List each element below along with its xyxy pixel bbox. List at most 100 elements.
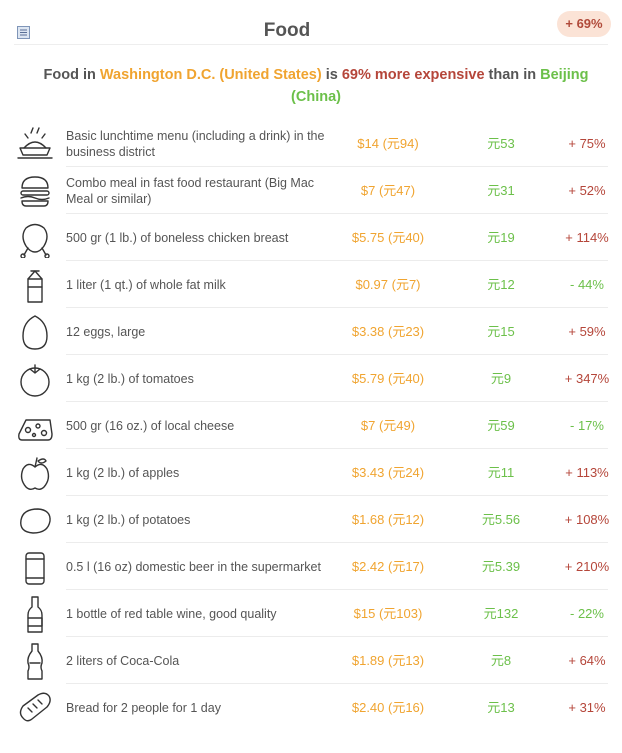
header-divider xyxy=(14,44,608,45)
item-difference: + 75% xyxy=(568,136,606,151)
summary-mid-1: is xyxy=(321,67,342,83)
beer-can-icon xyxy=(14,547,56,587)
summary-mid-2: than in xyxy=(484,67,541,83)
item-price-local: 元15 xyxy=(487,324,515,339)
chicken-icon xyxy=(14,218,56,259)
item-label: 1 kg (2 lb.) of apples xyxy=(66,465,180,480)
meal-plate-icon xyxy=(14,124,56,164)
item-price-local: 元31 xyxy=(487,183,515,198)
item-difference: + 59% xyxy=(568,324,606,339)
table-row: 1 liter (1 qt.) of whole fat milk $0.97 (… xyxy=(0,261,622,308)
item-price-local: 元53 xyxy=(487,136,515,151)
item-price-usd: $14 (元94) xyxy=(357,136,419,151)
table-row: Combo meal in fast food restaurant (Big … xyxy=(0,167,622,214)
tomato-icon xyxy=(14,359,56,399)
item-price-usd: $15 (元103) xyxy=(353,606,423,621)
row-divider xyxy=(66,401,608,402)
item-label: 500 gr (1 lb.) of boneless chicken breas… xyxy=(66,230,289,245)
table-row: 2 liters of Coca-Cola $1.89 (元13) 元8 + 64% xyxy=(0,637,622,684)
cheese-icon xyxy=(14,406,56,446)
item-price-usd: $7 (元47) xyxy=(360,183,416,198)
apple-icon xyxy=(14,453,56,493)
summary-city-2: Beijing (China) xyxy=(291,67,589,105)
item-price-usd: $7 (元49) xyxy=(360,418,416,433)
item-price-usd: $2.42 (元17) xyxy=(351,559,425,574)
wine-bottle-icon xyxy=(14,594,56,634)
item-label: 1 bottle of red table wine, good quality xyxy=(66,606,277,621)
item-label: 0.5 l (16 oz) domestic beer in the super… xyxy=(66,559,321,574)
table-row: 500 gr (1 lb.) of boneless chicken breas… xyxy=(0,214,622,261)
row-divider xyxy=(66,542,608,543)
soda-bottle-icon xyxy=(14,641,56,681)
item-price-usd: $3.38 (元23) xyxy=(351,324,425,339)
table-row: Bread for 2 people for 1 day $2.40 (元16) 元… xyxy=(0,684,622,731)
row-divider xyxy=(66,495,608,496)
item-label: 12 eggs, large xyxy=(66,324,146,339)
item-difference: + 31% xyxy=(568,700,606,715)
summary-city-1: Washington D.C. (United States) xyxy=(99,67,322,83)
item-difference: - 44% xyxy=(570,277,604,292)
potato-icon xyxy=(14,500,56,540)
burger-icon xyxy=(14,171,56,211)
item-price-usd: $5.79 (元40) xyxy=(351,371,425,386)
row-divider xyxy=(66,213,608,214)
item-price-local: 元13 xyxy=(487,700,515,715)
item-difference: + 108% xyxy=(564,512,610,527)
difference-badge: + 69% xyxy=(557,11,611,37)
row-divider xyxy=(66,354,608,355)
list-icon[interactable] xyxy=(17,26,30,39)
item-price-local: 元19 xyxy=(487,230,515,245)
row-divider xyxy=(66,307,608,308)
item-difference: + 64% xyxy=(568,653,606,668)
bread-icon xyxy=(14,688,56,728)
item-difference: - 17% xyxy=(570,418,604,433)
item-price-usd: $3.43 (元24) xyxy=(351,465,425,480)
item-price-usd: $2.40 (元16) xyxy=(351,700,425,715)
item-label: 1 kg (2 lb.) of tomatoes xyxy=(66,371,194,386)
row-divider xyxy=(66,166,608,167)
item-price-local: 元5.56 xyxy=(481,512,521,527)
item-difference: - 22% xyxy=(570,606,604,621)
item-price-local: 元5.39 xyxy=(481,559,521,574)
item-price-local: 元12 xyxy=(487,277,515,292)
page-title: Food xyxy=(263,20,311,41)
row-divider xyxy=(66,448,608,449)
item-price-local: 元11 xyxy=(487,465,515,480)
item-difference: + 113% xyxy=(565,465,609,480)
table-row: 500 gr (16 oz.) of local cheese $7 (元49) 元… xyxy=(0,402,622,449)
item-difference: + 52% xyxy=(568,183,606,198)
table-row: 0.5 l (16 oz) domestic beer in the super… xyxy=(0,543,622,590)
table-row: Basic lunchtime menu (including a drink)… xyxy=(0,120,622,167)
item-label: 500 gr (16 oz.) of local cheese xyxy=(66,418,235,433)
table-row: 1 kg (2 lb.) of apples $3.43 (元24) 元11 + 11… xyxy=(0,449,622,496)
egg-icon xyxy=(14,312,56,352)
table-row: 12 eggs, large $3.38 (元23) 元15 + 59% xyxy=(0,308,622,355)
item-label: 1 kg (2 lb.) of potatoes xyxy=(66,512,191,527)
item-label: Combo meal in fast food restaurant (Big … xyxy=(66,175,315,206)
item-difference: + 347% xyxy=(564,371,610,386)
table-row: 1 bottle of red table wine, good quality… xyxy=(0,590,622,637)
item-price-usd: $0.97 (元7) xyxy=(355,277,421,292)
item-label: 1 liter (1 qt.) of whole fat milk xyxy=(66,277,226,292)
row-divider xyxy=(66,589,608,590)
item-label: 2 liters of Coca-Cola xyxy=(66,653,180,668)
item-price-usd: $1.89 (元13) xyxy=(351,653,425,668)
item-label: Bread for 2 people for 1 day xyxy=(66,700,221,715)
row-divider xyxy=(66,683,608,684)
row-divider xyxy=(66,636,608,637)
header: Food + 69% xyxy=(0,0,622,48)
item-difference: + 210% xyxy=(564,559,610,574)
table-row: 1 kg (2 lb.) of potatoes $1.68 (元12) 元5.56… xyxy=(0,496,622,543)
summary-percent: 69% more expensive xyxy=(341,67,485,83)
item-price-local: 元9 xyxy=(490,371,512,386)
item-price-local: 元59 xyxy=(487,418,515,433)
item-price-local: 元132 xyxy=(483,606,519,621)
item-price-local: 元8 xyxy=(490,653,512,668)
item-price-usd: $1.68 (元12) xyxy=(351,512,425,527)
summary-sentence: Food in Washington D.C. (United States) … xyxy=(18,64,614,108)
table-row: 1 kg (2 lb.) of tomatoes $5.79 (元40) 元9 + 3… xyxy=(0,355,622,402)
item-price-usd: $5.75 (元40) xyxy=(351,230,425,245)
item-difference: + 114% xyxy=(565,230,609,245)
milk-carton-icon xyxy=(14,265,56,305)
summary-prefix: Food in xyxy=(43,67,100,83)
